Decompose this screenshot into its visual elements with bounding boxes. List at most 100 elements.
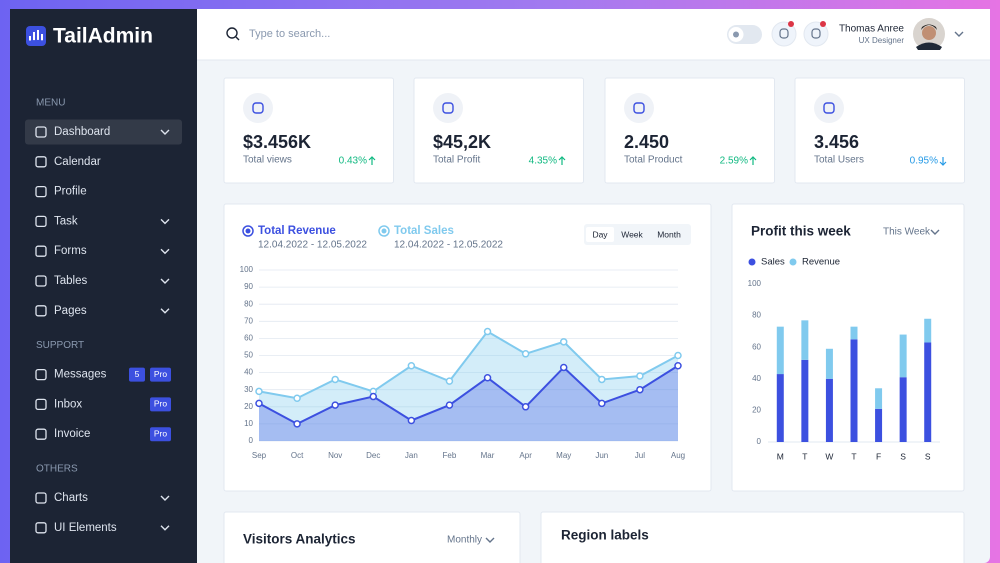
bar-segment xyxy=(801,320,809,360)
y-tick-label: 20 xyxy=(244,402,253,411)
y-tick-label: 90 xyxy=(244,282,253,291)
menu-item[interactable]: Inbox xyxy=(54,398,82,410)
legend-label: Total Revenue xyxy=(258,225,336,237)
badge: 5 xyxy=(135,369,140,379)
x-tick-label: S xyxy=(900,451,906,461)
filter-select[interactable]: This Week xyxy=(883,227,931,238)
trend-arrow-head xyxy=(749,156,757,161)
stat-icon-bg xyxy=(814,93,844,123)
stat-label: Total Users xyxy=(814,155,864,166)
stat-icon-bg xyxy=(624,93,654,123)
menu-item[interactable]: Profile xyxy=(54,186,87,198)
menu-icon xyxy=(35,368,47,381)
menu-item[interactable]: Task xyxy=(54,215,78,227)
trend-arrow-head xyxy=(368,156,376,161)
period-button[interactable]: Month xyxy=(657,229,681,239)
menu-icon xyxy=(35,275,47,287)
legend-label: Sales xyxy=(761,257,785,268)
x-tick-label: Nov xyxy=(328,451,342,460)
date-range: 12.04.2022 - 12.05.2022 xyxy=(394,240,503,251)
x-tick-label: Apr xyxy=(519,451,532,460)
menu-icon xyxy=(35,492,47,504)
stat-card xyxy=(413,77,584,184)
menu-item[interactable]: Invoice xyxy=(54,428,90,440)
menu-item[interactable]: Tables xyxy=(54,275,87,287)
bar-segment xyxy=(899,334,907,378)
period-button[interactable]: Day xyxy=(592,229,608,239)
chevron[interactable] xyxy=(160,278,170,284)
y-tick-label: 60 xyxy=(244,334,253,343)
logo-text: TailAdmin xyxy=(53,25,153,48)
y-tick-label: 40 xyxy=(752,374,761,383)
chevron[interactable] xyxy=(160,218,170,225)
chevron[interactable] xyxy=(485,537,495,543)
notification-button-icon xyxy=(779,28,789,39)
avatar-body xyxy=(916,42,942,50)
point xyxy=(559,363,568,372)
menu-icon xyxy=(35,398,47,411)
x-tick-label: T xyxy=(851,451,856,461)
chevron[interactable] xyxy=(160,248,170,255)
trend-arrow-head xyxy=(558,156,566,161)
y-tick-label: 100 xyxy=(748,279,762,288)
menu-item[interactable]: Pages xyxy=(54,305,87,317)
y-tick-label: 80 xyxy=(752,311,761,320)
legend-ring xyxy=(242,225,254,237)
region-card xyxy=(540,511,965,563)
alert-dot xyxy=(788,21,794,27)
point xyxy=(407,362,416,370)
x-tick-label: Sep xyxy=(252,451,267,460)
filter-select[interactable]: Monthly xyxy=(447,535,482,546)
chevron[interactable] xyxy=(930,229,940,235)
messages-button[interactable] xyxy=(803,21,829,47)
bar-segment xyxy=(875,388,883,409)
menu-item[interactable]: Forms xyxy=(54,245,87,257)
point xyxy=(331,375,339,384)
bar-segment xyxy=(825,348,833,379)
y-tick-label: 40 xyxy=(244,368,253,377)
bar-segment xyxy=(924,342,932,442)
y-tick-label: 0 xyxy=(757,437,762,446)
card-title: Visitors Analytics xyxy=(243,532,356,547)
menu-item[interactable]: Dashboard xyxy=(54,126,110,138)
stat-value: 2.450 xyxy=(624,132,669,152)
chart-card xyxy=(223,203,712,492)
bar-segment xyxy=(875,408,883,442)
chevron[interactable] xyxy=(954,31,964,37)
y-tick-label: 100 xyxy=(240,265,254,274)
notification-button[interactable] xyxy=(771,21,797,47)
user-role: UX Designer xyxy=(859,36,905,45)
chevron[interactable] xyxy=(160,525,170,531)
bar-segment xyxy=(776,374,784,442)
y-tick-label: 20 xyxy=(752,406,761,415)
menu-item[interactable]: Charts xyxy=(54,492,88,504)
menu-item[interactable]: Calendar xyxy=(54,156,101,168)
x-tick-label: W xyxy=(825,451,833,461)
period-button[interactable]: Week xyxy=(621,229,643,239)
stat-label: Total Product xyxy=(624,155,683,166)
point xyxy=(369,392,378,401)
chart-title: Profit this week xyxy=(751,224,851,239)
chevron[interactable] xyxy=(160,308,170,314)
x-tick-label: Jul xyxy=(635,451,645,460)
trend-arrow-head xyxy=(939,161,947,166)
legend-label: Revenue xyxy=(802,257,840,268)
logo-bar xyxy=(37,30,39,40)
toggle-sun xyxy=(733,31,739,38)
bar-segment xyxy=(825,378,833,442)
logo-icon xyxy=(26,26,46,46)
active-item-bg xyxy=(25,119,182,145)
x-tick-label: Feb xyxy=(443,451,457,460)
x-tick-label: Jun xyxy=(595,451,608,460)
search-input[interactable]: Type to search... xyxy=(249,28,330,40)
menu-item[interactable]: UI Elements xyxy=(54,522,117,534)
badge-bg xyxy=(150,427,171,442)
menu-item[interactable]: Messages xyxy=(54,369,107,381)
chevron[interactable] xyxy=(160,129,170,135)
badge-bg xyxy=(129,367,145,382)
x-tick-label: Oct xyxy=(291,451,304,460)
search-icon-handle xyxy=(235,36,240,41)
chevron[interactable] xyxy=(160,495,170,501)
stat-icon xyxy=(823,102,835,114)
